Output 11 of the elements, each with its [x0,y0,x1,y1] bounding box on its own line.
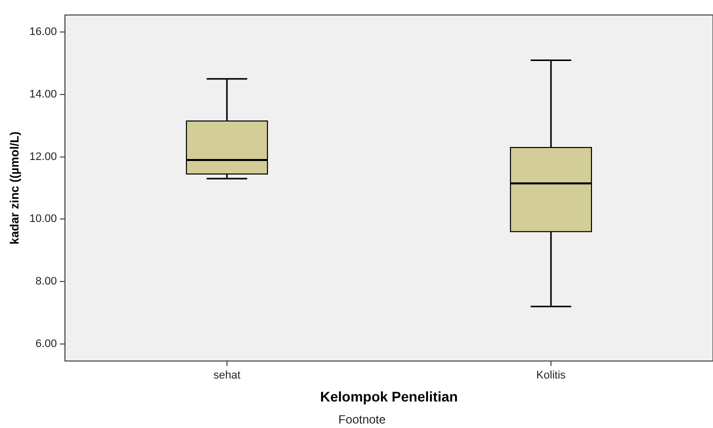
text: Footnote [338,412,386,426]
x-axis-title: Kelompok Penelitian [320,388,458,404]
y-tick-label: 6.00 [36,338,57,350]
y-tick-label: 12.00 [29,150,57,163]
y-tick-label: 8.00 [36,276,57,288]
x-tick-label: sehat [213,370,240,382]
y-tick-label: 16.00 [29,26,57,38]
y-axis-title: kadar zinc ((µmol/L) [8,132,22,244]
y-tick-label: 14.00 [29,88,57,101]
x-tick-label: Kolitis [536,370,566,382]
y-tick-label: 10.00 [29,213,57,226]
